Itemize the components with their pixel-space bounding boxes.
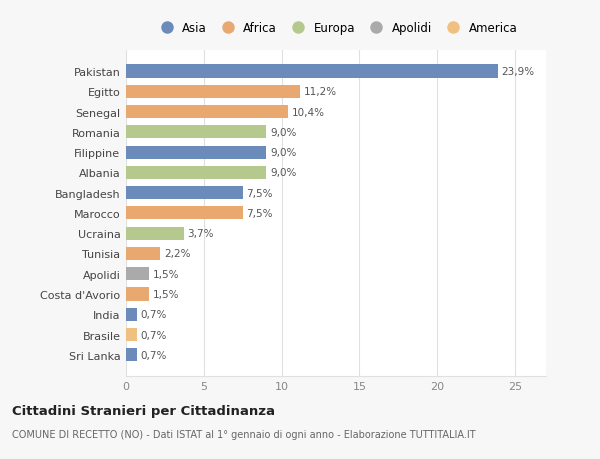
Bar [126,126,266,139]
Bar [126,227,184,240]
Bar [126,308,137,321]
Bar [126,187,242,200]
Text: COMUNE DI RECETTO (NO) - Dati ISTAT al 1° gennaio di ogni anno - Elaborazione TU: COMUNE DI RECETTO (NO) - Dati ISTAT al 1… [12,429,476,439]
Text: 9,0%: 9,0% [270,148,296,158]
Text: 0,7%: 0,7% [141,330,167,340]
Text: 9,0%: 9,0% [270,168,296,178]
Text: 10,4%: 10,4% [292,107,325,118]
Text: 7,5%: 7,5% [247,188,273,198]
Text: 23,9%: 23,9% [502,67,535,77]
Bar [126,328,137,341]
Bar [126,207,242,220]
Text: 0,7%: 0,7% [141,309,167,319]
Text: 1,5%: 1,5% [153,289,180,299]
Legend: Asia, Africa, Europa, Apolidi, America: Asia, Africa, Europa, Apolidi, America [150,17,522,39]
Bar [126,85,300,99]
Text: 7,5%: 7,5% [247,208,273,218]
Bar [126,146,266,159]
Bar [126,288,149,301]
Text: 3,7%: 3,7% [187,229,214,239]
Bar [126,247,160,260]
Bar [126,106,288,119]
Bar [126,65,498,78]
Text: 9,0%: 9,0% [270,128,296,138]
Text: Cittadini Stranieri per Cittadinanza: Cittadini Stranieri per Cittadinanza [12,404,275,417]
Text: 0,7%: 0,7% [141,350,167,360]
Bar [126,348,137,362]
Text: 2,2%: 2,2% [164,249,191,259]
Bar [126,167,266,179]
Text: 11,2%: 11,2% [304,87,337,97]
Bar [126,268,149,280]
Text: 1,5%: 1,5% [153,269,180,279]
